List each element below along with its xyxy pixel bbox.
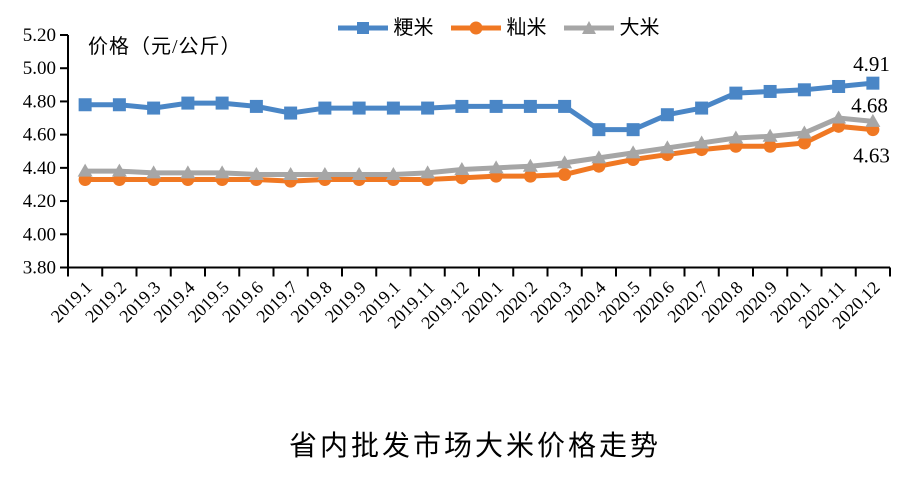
square-marker	[249, 99, 263, 113]
legend: 粳米 籼米 大米	[48, 18, 900, 38]
triangle-marker	[762, 128, 778, 142]
triangle-marker	[317, 167, 333, 180]
circle-marker	[523, 169, 537, 183]
square-marker	[181, 96, 195, 110]
triangle-marker	[591, 150, 607, 164]
square-marker	[421, 101, 435, 115]
triangle-marker	[283, 167, 299, 180]
square-marker	[386, 101, 400, 115]
legend-label: 大米	[619, 17, 660, 39]
triangle-marker	[111, 163, 127, 177]
circle-marker	[763, 139, 777, 153]
series-end-label: 4.91	[853, 52, 890, 76]
square-marker	[558, 99, 572, 113]
legend-item-0: 粳米	[337, 18, 434, 38]
triangle-marker	[146, 165, 162, 179]
square-marker	[763, 84, 777, 98]
chart-title: 省内批发市场大米价格走势	[288, 431, 661, 462]
square-marker	[78, 98, 92, 112]
triangle-marker	[180, 165, 196, 179]
triangle-marker	[796, 125, 812, 139]
triangle-marker	[454, 162, 470, 176]
y-tick-label: 5.00	[23, 58, 56, 79]
series-end-label: 4.68	[851, 93, 888, 117]
triangle-marker	[420, 165, 436, 179]
triangle-marker	[831, 110, 847, 124]
triangle-marker	[214, 165, 230, 179]
square-marker	[695, 101, 709, 115]
legend-square-swatch-icon	[337, 22, 388, 34]
square-marker	[660, 108, 674, 122]
square-marker	[352, 101, 366, 115]
square-marker	[523, 99, 537, 113]
y-axis-title: 价格（元/公斤）	[88, 36, 242, 58]
triangle-marker	[557, 155, 573, 169]
square-marker	[112, 98, 126, 112]
triangle-marker	[865, 113, 881, 127]
triangle-marker	[694, 135, 710, 149]
square-marker	[147, 101, 161, 115]
triangle-marker	[625, 145, 641, 159]
square-marker	[832, 79, 846, 93]
square-marker	[866, 76, 880, 90]
square-marker	[284, 106, 298, 120]
y-tick-label: 4.60	[23, 125, 56, 146]
square-marker	[592, 123, 606, 137]
y-tick-label: 4.20	[23, 191, 56, 212]
y-tick-label: 4.00	[23, 224, 56, 245]
legend-label: 粳米	[393, 17, 434, 39]
series-end-label: 4.63	[853, 144, 890, 168]
square-marker	[215, 96, 229, 110]
y-tick-label: 4.80	[23, 91, 56, 112]
legend-triangle-swatch-icon	[563, 21, 614, 34]
triangle-marker	[728, 130, 744, 144]
triangle-marker	[351, 167, 367, 180]
circle-marker	[558, 168, 572, 181]
series-line-0	[85, 80, 874, 133]
square-marker	[489, 99, 503, 113]
triangle-marker	[77, 163, 93, 177]
triangle-marker	[248, 167, 264, 180]
square-marker	[626, 123, 640, 137]
legend-circle-swatch-icon	[450, 21, 501, 35]
y-tick-label: 3.80	[23, 258, 56, 279]
square-marker	[318, 101, 332, 115]
square-marker	[455, 99, 469, 113]
line-chart: 5.205.004.804.604.404.204.003.802019.120…	[23, 25, 891, 333]
series-line-2	[85, 115, 874, 177]
legend-item-1: 籼米	[450, 18, 547, 38]
square-marker	[797, 83, 811, 97]
square-marker	[729, 86, 743, 100]
triangle-marker	[488, 160, 504, 174]
y-tick-label: 5.20	[23, 25, 56, 46]
circle-marker	[797, 136, 811, 150]
triangle-marker	[385, 167, 401, 180]
y-tick-label: 4.40	[23, 158, 56, 179]
legend-label: 籼米	[506, 17, 547, 39]
triangle-marker	[522, 158, 538, 172]
triangle-marker	[659, 140, 675, 154]
legend-item-2: 大米	[563, 18, 660, 38]
